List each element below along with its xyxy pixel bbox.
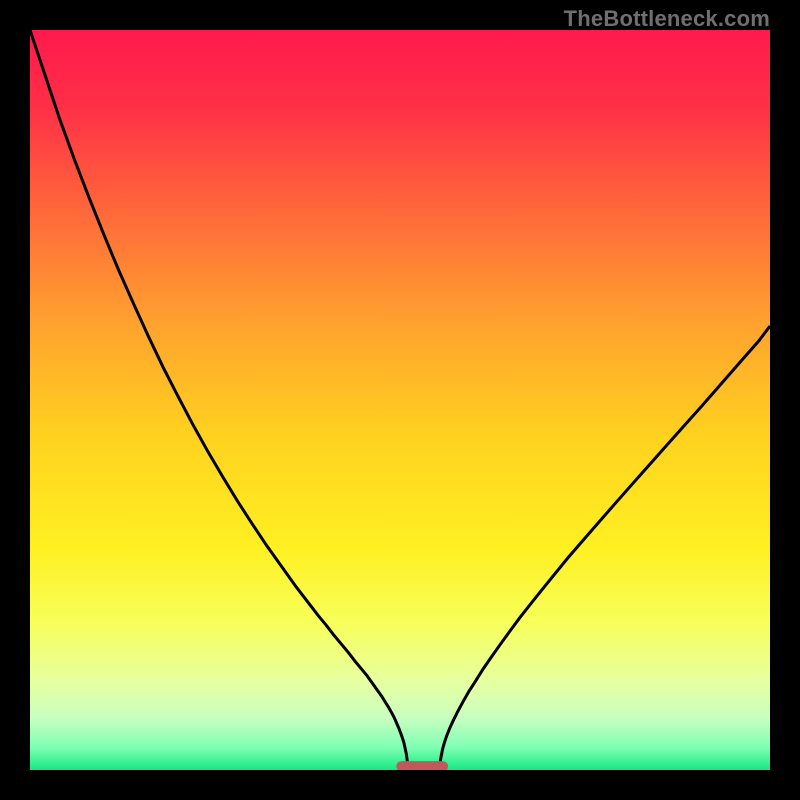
plot-area xyxy=(30,30,770,770)
curves-layer xyxy=(30,30,770,770)
curve-left xyxy=(30,30,408,770)
chart-container: TheBottleneck.com xyxy=(0,0,800,800)
valley-marker xyxy=(396,761,448,770)
watermark-text: TheBottleneck.com xyxy=(564,6,770,32)
curve-right xyxy=(439,326,770,770)
